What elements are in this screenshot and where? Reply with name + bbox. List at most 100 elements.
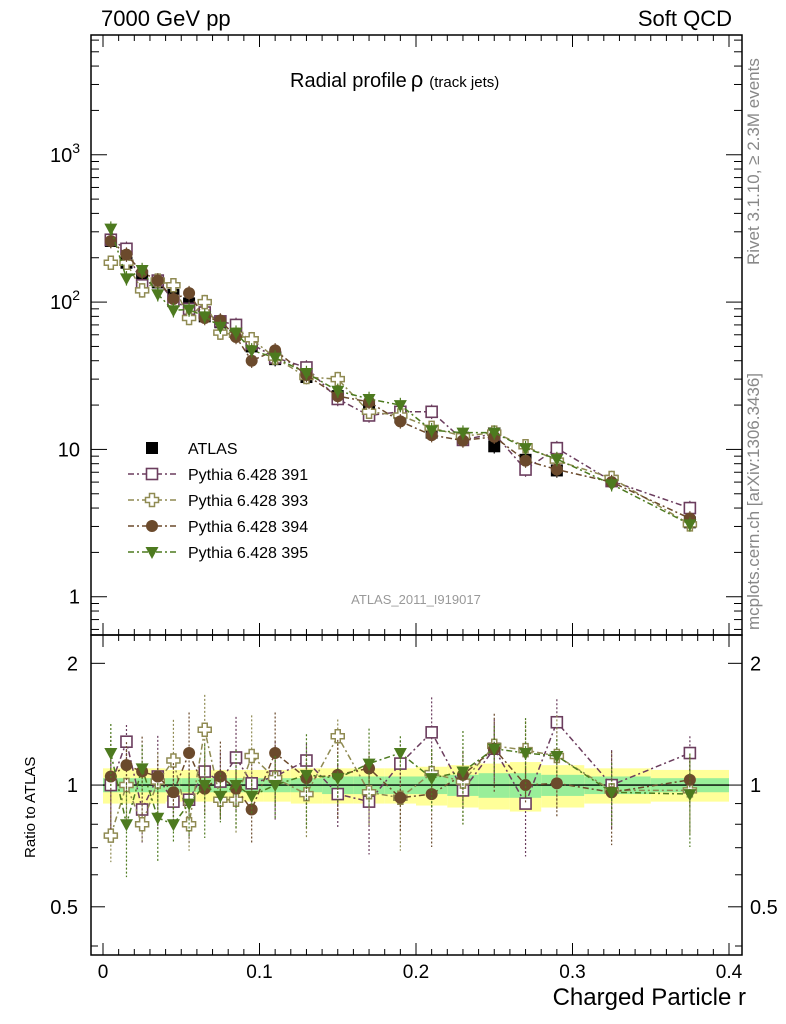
ratio-point bbox=[197, 722, 212, 738]
ratio-tick-label-left: 2 bbox=[67, 653, 78, 675]
ratio-point bbox=[104, 748, 118, 761]
ratio-point bbox=[245, 803, 258, 816]
ratio-tick-label-right: 2 bbox=[750, 653, 761, 675]
ratio-point bbox=[182, 798, 196, 811]
data-point bbox=[393, 400, 407, 413]
ratio-point bbox=[120, 735, 133, 749]
ratio-point bbox=[120, 759, 133, 772]
data-point bbox=[167, 292, 180, 305]
ratio-frame bbox=[90, 634, 743, 956]
ratio-point bbox=[269, 747, 282, 760]
ratio-point bbox=[361, 784, 377, 800]
data-point bbox=[362, 393, 376, 406]
ratio-point bbox=[245, 790, 259, 803]
legend-label: Pythia 6.428 393 bbox=[188, 493, 308, 510]
data-point bbox=[425, 425, 439, 438]
ratio-point bbox=[519, 779, 532, 792]
y-tick-label: 102 bbox=[50, 287, 80, 314]
ratio-point bbox=[134, 817, 150, 832]
data-point bbox=[229, 327, 243, 340]
legend-marker bbox=[145, 467, 159, 481]
data-point bbox=[119, 255, 134, 270]
data-point bbox=[456, 427, 470, 440]
y-tick-label: 1 bbox=[69, 587, 80, 609]
ratio-point bbox=[519, 748, 533, 761]
data-point bbox=[104, 223, 118, 236]
ratio-panel: 0 0.1 0.2 0.3 0.4 0.5 0.5 1 1 2 2 bbox=[50, 634, 778, 983]
data-point bbox=[245, 345, 259, 358]
ratio-point bbox=[244, 748, 259, 764]
ratio-point bbox=[229, 780, 243, 793]
data-point bbox=[166, 305, 180, 318]
data-point bbox=[330, 371, 345, 387]
ratio-point bbox=[456, 766, 470, 779]
data-point bbox=[519, 443, 533, 456]
data-point bbox=[151, 274, 164, 287]
data-point bbox=[182, 304, 196, 317]
x-tick-label: 0.2 bbox=[403, 962, 429, 983]
ratio-series-line bbox=[110, 747, 690, 826]
data-point bbox=[104, 234, 117, 247]
analysis-tag: ATLAS_2011_I919017 bbox=[351, 592, 481, 607]
data-point bbox=[135, 265, 149, 278]
energy-label: 7000 GeV pp bbox=[101, 6, 231, 31]
ratio-point bbox=[394, 791, 407, 804]
ratio-point bbox=[550, 715, 564, 729]
legend-marker bbox=[146, 520, 158, 532]
ratio-point bbox=[550, 777, 563, 790]
series-line bbox=[110, 240, 691, 520]
data-point bbox=[181, 310, 197, 326]
process-label: Soft QCD bbox=[637, 6, 732, 31]
ratio-point bbox=[198, 780, 212, 793]
ratio-tick-label-left: 1 bbox=[67, 775, 78, 797]
legend-label: Pythia 6.428 395 bbox=[188, 545, 308, 562]
y-tick-label: 103 bbox=[50, 140, 80, 167]
ratio-point bbox=[103, 828, 119, 843]
data-point bbox=[119, 273, 133, 286]
y-tick-label: 10 bbox=[58, 439, 80, 461]
data-point bbox=[361, 404, 377, 420]
legend-marker bbox=[146, 442, 158, 454]
x-tick-label: 0 bbox=[98, 962, 109, 983]
legend-label: ATLAS bbox=[188, 441, 238, 458]
data-point bbox=[134, 283, 150, 298]
data-point bbox=[268, 352, 282, 365]
ratio-point bbox=[330, 729, 345, 744]
ratio-point bbox=[135, 763, 149, 776]
data-point bbox=[488, 440, 501, 453]
data-point bbox=[166, 278, 181, 293]
ratio-point bbox=[425, 726, 438, 739]
data-point bbox=[394, 415, 407, 428]
data-point bbox=[550, 463, 563, 476]
data-point bbox=[683, 519, 697, 532]
main-panel: 1 10 102 103 ATLAS Pythia 6.428 391 Pythia 6.4… bbox=[50, 34, 743, 955]
legend-label: Pythia 6.428 394 bbox=[188, 519, 308, 536]
ratio-point bbox=[393, 748, 407, 761]
ratio-point bbox=[605, 787, 619, 800]
ratio-point bbox=[166, 753, 181, 768]
ratio-point bbox=[331, 773, 345, 786]
ratio-tick-label-right: 1 bbox=[750, 775, 761, 797]
ratio-point bbox=[683, 773, 696, 786]
x-axis-label: Charged Particle r bbox=[552, 984, 746, 1011]
ratio-point bbox=[299, 769, 313, 782]
ratio-point bbox=[151, 812, 165, 825]
data-point bbox=[299, 368, 313, 381]
data-point bbox=[519, 454, 532, 467]
legend-marker bbox=[144, 492, 160, 508]
data-point bbox=[183, 287, 196, 300]
data-point bbox=[550, 454, 564, 467]
ratio-tick-label-left: 0.5 bbox=[50, 897, 78, 919]
ratio-point bbox=[151, 770, 164, 783]
ratio-series-line bbox=[110, 747, 690, 812]
data-point bbox=[331, 385, 345, 398]
ratio-point bbox=[550, 750, 564, 763]
data-point bbox=[605, 479, 619, 492]
data-point bbox=[120, 248, 133, 261]
ratio-point bbox=[213, 790, 227, 803]
data-point bbox=[151, 289, 165, 302]
chart-title: Radial profile ρ (track jets) bbox=[290, 67, 499, 92]
ratio-point bbox=[331, 787, 345, 801]
ratio-point bbox=[167, 786, 180, 799]
series-line bbox=[110, 261, 691, 526]
